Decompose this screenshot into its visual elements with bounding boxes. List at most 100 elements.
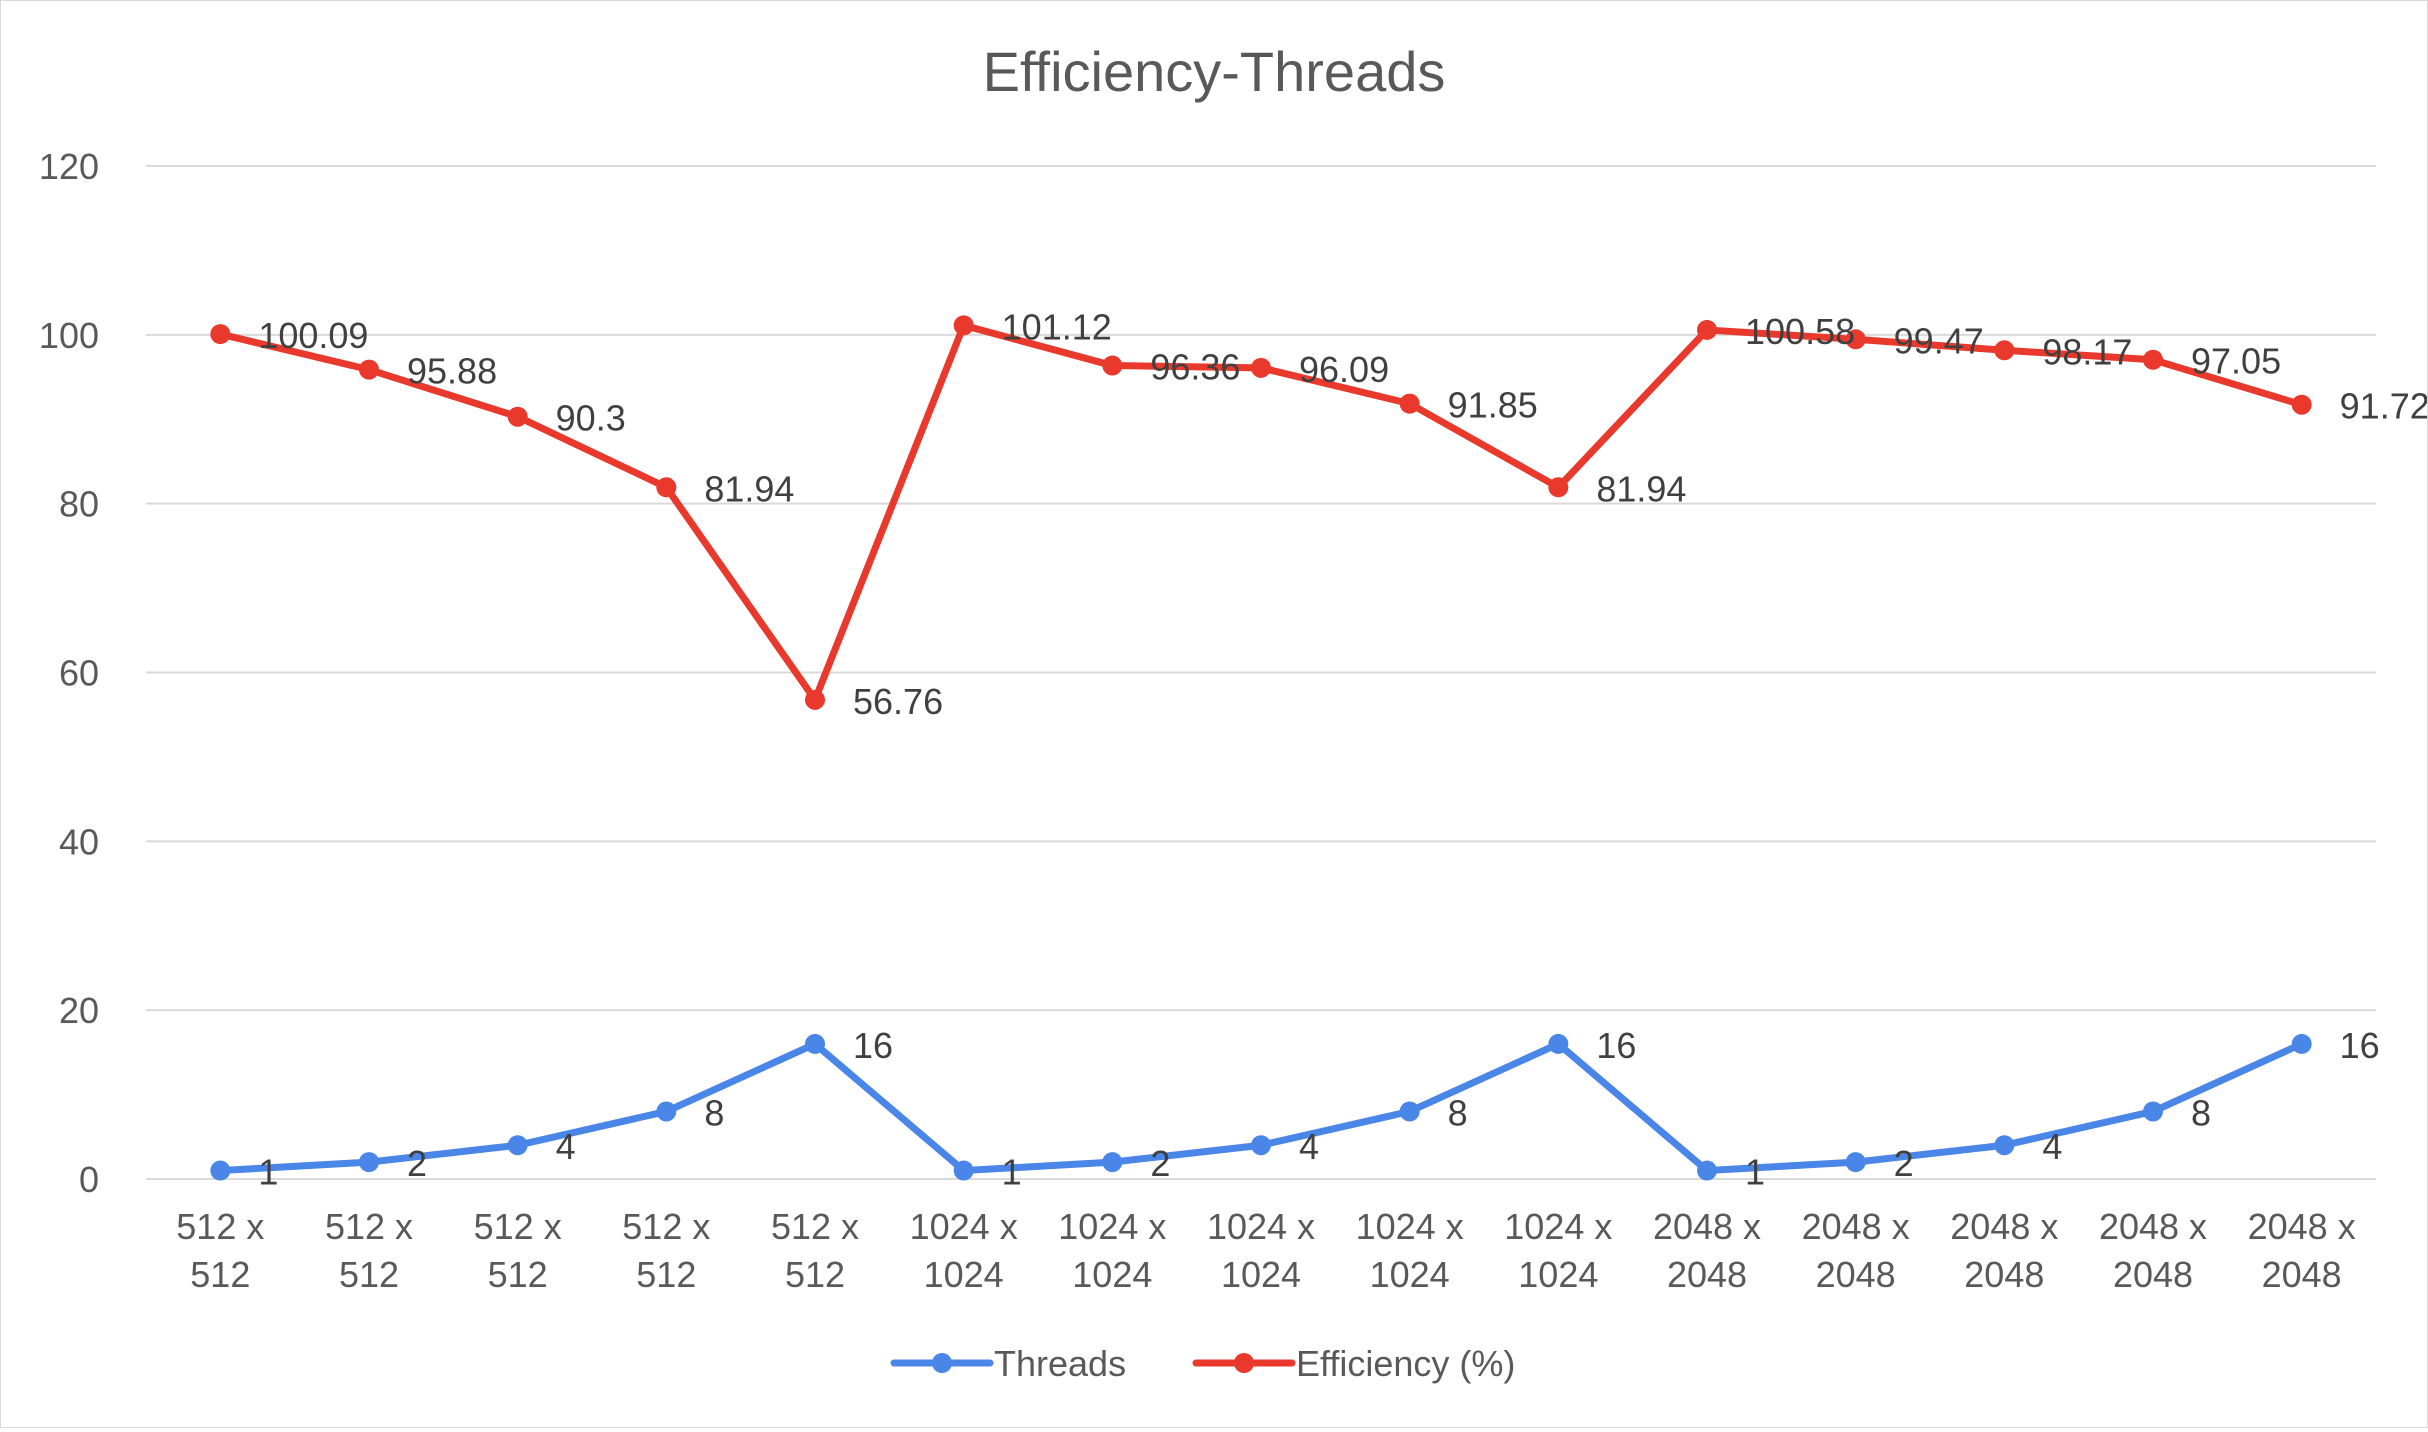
- data-label-threads: 4: [556, 1126, 576, 1167]
- x-tick-label: 512: [636, 1254, 696, 1295]
- x-tick-label: 512 x: [325, 1206, 413, 1247]
- data-point-threads: [805, 1033, 825, 1054]
- data-label-threads: 2: [1150, 1143, 1170, 1184]
- x-tick-label: 512: [339, 1254, 399, 1295]
- x-tick-label: 1024 x: [1504, 1206, 1612, 1247]
- x-tick-label: 2048: [2113, 1254, 2193, 1295]
- x-tick-label: 2048 x: [1653, 1206, 1761, 1247]
- x-tick-label: 1024: [1370, 1254, 1450, 1295]
- x-tick-label: 1024: [924, 1254, 1004, 1295]
- data-point-threads: [1697, 1160, 1717, 1181]
- data-label-efficiency: 96.36: [1150, 347, 1240, 388]
- x-tick-label: 1024: [1518, 1254, 1598, 1295]
- data-point-threads: [1548, 1033, 1569, 1054]
- y-tick-label: 40: [59, 821, 99, 862]
- x-tick-label: 512 x: [622, 1206, 710, 1247]
- data-label-efficiency: 90.3: [556, 398, 626, 439]
- data-point-threads: [2143, 1101, 2163, 1122]
- data-label-efficiency: 95.88: [407, 351, 497, 392]
- legend-marker-efficiency: [1234, 1353, 1254, 1373]
- x-tick-label: 512 x: [474, 1206, 562, 1247]
- data-label-threads: 2: [1894, 1143, 1914, 1184]
- data-label-threads: 1: [258, 1152, 278, 1193]
- data-point-threads: [1251, 1135, 1271, 1156]
- data-point-efficiency: [805, 689, 825, 710]
- data-point-threads: [1845, 1152, 1866, 1173]
- x-tick-label: 512: [190, 1254, 250, 1295]
- data-label-efficiency: 91.85: [1448, 385, 1538, 426]
- data-point-threads: [2291, 1033, 2312, 1054]
- x-tick-label: 512: [785, 1254, 845, 1295]
- data-point-efficiency: [953, 315, 974, 336]
- data-label-efficiency: 91.72: [2340, 386, 2427, 427]
- data-point-efficiency: [507, 406, 528, 427]
- data-label-threads: 1: [1002, 1152, 1022, 1193]
- y-tick-label: 60: [59, 653, 99, 694]
- y-tick-label: 20: [59, 990, 99, 1031]
- x-tick-label: 1024 x: [910, 1206, 1018, 1247]
- y-tick-label: 80: [59, 484, 99, 525]
- legend: Threads Efficiency (%): [890, 1343, 1515, 1384]
- data-label-threads: 4: [1299, 1126, 1319, 1167]
- data-point-threads: [1399, 1101, 1420, 1122]
- x-tick-label: 2048 x: [1950, 1206, 2058, 1247]
- chart-title: Efficiency-Threads: [983, 40, 1446, 103]
- data-point-efficiency: [1845, 329, 1866, 350]
- data-point-efficiency: [1102, 355, 1123, 376]
- data-label-threads: 16: [853, 1025, 893, 1066]
- y-tick-label: 120: [39, 146, 99, 187]
- data-point-efficiency: [359, 359, 379, 380]
- x-tick-label: 1024 x: [1207, 1206, 1315, 1247]
- data-point-efficiency: [210, 324, 231, 345]
- x-axis-ticks: 512 x 512 512 x 512 512 x 512 512 x 512 512 x 512…: [176, 1206, 2355, 1295]
- data-point-threads: [210, 1160, 231, 1181]
- data-label-efficiency: 99.47: [1894, 320, 1984, 361]
- data-label-threads: 16: [1596, 1025, 1636, 1066]
- data-label-efficiency: 56.76: [853, 681, 943, 722]
- x-tick-label: 1024: [1072, 1254, 1152, 1295]
- y-tick-label: 0: [79, 1159, 99, 1200]
- data-label-threads: 8: [2191, 1092, 2211, 1133]
- series-layer: [210, 315, 2312, 1181]
- data-point-threads: [507, 1135, 528, 1156]
- data-point-efficiency: [1251, 357, 1271, 378]
- legend-label-threads: Threads: [994, 1343, 1126, 1384]
- data-point-efficiency: [1994, 340, 2015, 361]
- data-label-threads: 4: [2042, 1126, 2062, 1167]
- data-point-efficiency: [2143, 349, 2163, 370]
- data-label-efficiency: 100.58: [1745, 311, 1855, 352]
- data-label-efficiency: 100.09: [258, 315, 368, 356]
- data-point-threads: [656, 1101, 677, 1122]
- data-label-efficiency: 81.94: [1596, 468, 1686, 509]
- data-label-threads: 8: [704, 1092, 724, 1133]
- gridlines: [146, 165, 2376, 1180]
- data-label-threads: 16: [2340, 1025, 2380, 1066]
- x-tick-label: 1024 x: [1058, 1206, 1166, 1247]
- data-point-threads: [1994, 1135, 2015, 1156]
- y-axis-ticks: 0 20 40 60 80 100 120: [39, 146, 99, 1200]
- x-tick-label: 512: [488, 1254, 548, 1295]
- x-tick-label: 1024 x: [1356, 1206, 1464, 1247]
- y-tick-label: 100: [39, 315, 99, 356]
- data-point-efficiency: [656, 477, 677, 498]
- x-tick-label: 2048 x: [2248, 1206, 2356, 1247]
- x-tick-label: 2048: [1964, 1254, 2044, 1295]
- series-line-efficiency: [216, 321, 2306, 704]
- legend-marker-threads: [932, 1353, 952, 1373]
- legend-label-efficiency: Efficiency (%): [1296, 1343, 1515, 1384]
- data-label-threads: 8: [1448, 1092, 1468, 1133]
- data-label-efficiency: 96.09: [1299, 349, 1389, 390]
- data-point-threads: [359, 1152, 379, 1173]
- x-tick-label: 2048 x: [1802, 1206, 1910, 1247]
- x-tick-label: 2048: [1667, 1254, 1747, 1295]
- data-label-efficiency: 97.05: [2191, 341, 2281, 382]
- data-label-threads: 2: [407, 1143, 427, 1184]
- data-labels: 1 2 4 8 16 1 2 4 8 16 1 2 4 8 16 100.09 95.88 90.3 81.94 56…: [258, 306, 2428, 1193]
- data-point-efficiency: [2291, 394, 2312, 415]
- data-label-threads: 1: [1745, 1152, 1765, 1193]
- x-tick-label: 2048 x: [2099, 1206, 2207, 1247]
- x-tick-label: 2048: [1816, 1254, 1896, 1295]
- x-tick-label: 512 x: [771, 1206, 859, 1247]
